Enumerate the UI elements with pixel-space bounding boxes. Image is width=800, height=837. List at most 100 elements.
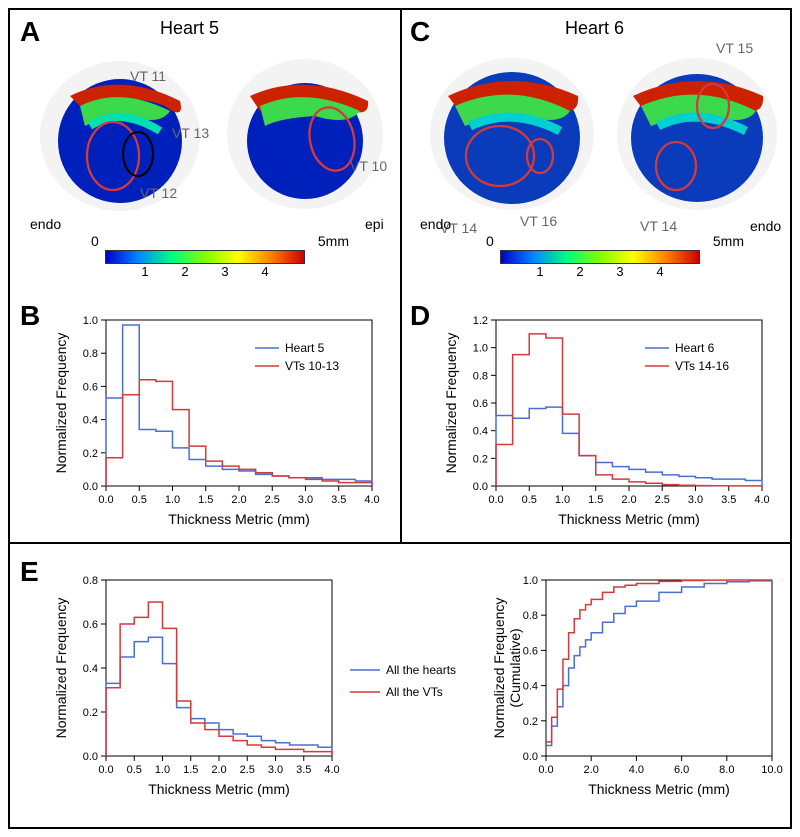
- colorbar-gradient: [105, 250, 305, 264]
- vt16-label: VT 16: [520, 213, 557, 229]
- svg-text:1.5: 1.5: [198, 494, 213, 506]
- svg-text:0.4: 0.4: [83, 663, 98, 675]
- panel-letter-b: B: [20, 300, 40, 332]
- heart6-endo2-render: [608, 46, 786, 216]
- cb6-min: 0: [486, 233, 494, 249]
- heart6-endo1-render: [420, 46, 600, 216]
- svg-text:0.6: 0.6: [473, 398, 488, 410]
- svg-text:0.0: 0.0: [98, 494, 113, 506]
- svg-text:0.0: 0.0: [488, 494, 503, 506]
- legend-e: All the hearts All the VTs: [350, 660, 480, 709]
- chart-d: 0.00.51.01.52.02.53.03.54.00.00.20.40.60…: [440, 310, 770, 530]
- svg-text:2.5: 2.5: [655, 494, 670, 506]
- svg-text:0.5: 0.5: [127, 764, 142, 776]
- cb5-ticks: 1 2 3 4: [105, 264, 305, 280]
- svg-text:1.0: 1.0: [155, 764, 170, 776]
- svg-text:0.8: 0.8: [83, 575, 98, 587]
- svg-text:3.5: 3.5: [331, 494, 346, 506]
- svg-text:VTs 10-13: VTs 10-13: [285, 359, 339, 373]
- svg-text:0.8: 0.8: [83, 348, 98, 360]
- svg-text:8.0: 8.0: [719, 764, 734, 776]
- panel-c-title: Heart 6: [565, 18, 624, 39]
- heart5-epi-label: epi: [365, 216, 384, 232]
- cb6-ticks: 1 2 3 4: [500, 264, 700, 280]
- svg-text:2.5: 2.5: [265, 494, 280, 506]
- chart-e-hist: 0.00.51.01.52.02.53.03.54.00.00.20.40.60…: [50, 570, 340, 800]
- svg-text:Normalized Frequency: Normalized Frequency: [53, 598, 69, 739]
- cb6-max: 5mm: [713, 233, 744, 249]
- svg-text:1.0: 1.0: [523, 575, 538, 587]
- legend-e-s1: All the hearts: [386, 663, 456, 677]
- svg-text:0.0: 0.0: [538, 764, 553, 776]
- svg-text:2.5: 2.5: [240, 764, 255, 776]
- colorbar-heart5: 0 5mm 1 2 3 4: [105, 250, 305, 280]
- svg-text:0.6: 0.6: [83, 381, 98, 393]
- svg-text:3.0: 3.0: [688, 494, 703, 506]
- svg-text:0.4: 0.4: [523, 681, 538, 693]
- svg-text:2.0: 2.0: [211, 764, 226, 776]
- svg-text:4.0: 4.0: [754, 494, 769, 506]
- cb5-max: 5mm: [318, 233, 349, 249]
- divider-horizontal: [10, 542, 790, 544]
- svg-text:1.0: 1.0: [473, 343, 488, 355]
- svg-text:4.0: 4.0: [629, 764, 644, 776]
- svg-text:0.2: 0.2: [83, 707, 98, 719]
- heart6-endo1-label: endo: [420, 216, 451, 232]
- svg-text:0.5: 0.5: [522, 494, 537, 506]
- figure-container: A B C D E Heart 5 Heart 6 VT 11 VT 13 VT…: [8, 8, 792, 829]
- svg-text:Thickness Metric (mm): Thickness Metric (mm): [148, 781, 290, 797]
- svg-text:3.5: 3.5: [296, 764, 311, 776]
- colorbar-gradient: [500, 250, 700, 264]
- svg-text:Thickness Metric (mm): Thickness Metric (mm): [588, 781, 730, 797]
- svg-text:0.0: 0.0: [473, 481, 488, 493]
- legend-e-s2: All the VTs: [386, 685, 443, 699]
- svg-text:3.5: 3.5: [721, 494, 736, 506]
- svg-text:0.8: 0.8: [473, 370, 488, 382]
- svg-text:3.0: 3.0: [268, 764, 283, 776]
- svg-text:VTs 14-16: VTs 14-16: [675, 359, 729, 373]
- svg-text:1.0: 1.0: [83, 315, 98, 327]
- panel-letter-a: A: [20, 16, 40, 48]
- svg-text:2.0: 2.0: [621, 494, 636, 506]
- divider-vertical: [400, 10, 402, 542]
- svg-text:0.0: 0.0: [83, 751, 98, 763]
- svg-text:0.8: 0.8: [523, 610, 538, 622]
- svg-text:1.5: 1.5: [588, 494, 603, 506]
- heart6-endo2-label: endo: [750, 218, 781, 234]
- svg-text:Heart 5: Heart 5: [285, 341, 325, 355]
- heart5-epi-render: [220, 46, 390, 216]
- svg-text:2.0: 2.0: [584, 764, 599, 776]
- chart-e-cumulative: 0.02.04.06.08.010.00.00.20.40.60.81.0Thi…: [490, 570, 780, 800]
- svg-text:0.2: 0.2: [523, 716, 538, 728]
- svg-text:0.0: 0.0: [523, 751, 538, 763]
- svg-text:0.0: 0.0: [83, 481, 98, 493]
- panel-letter-c: C: [410, 16, 430, 48]
- svg-text:0.4: 0.4: [473, 426, 488, 438]
- svg-text:1.5: 1.5: [183, 764, 198, 776]
- svg-text:4.0: 4.0: [324, 764, 339, 776]
- svg-text:Heart 6: Heart 6: [675, 341, 715, 355]
- svg-text:Normalized Frequency: Normalized Frequency: [53, 333, 69, 474]
- svg-text:Normalized Frequency: Normalized Frequency: [443, 333, 459, 474]
- vt13-label: VT 13: [172, 125, 209, 141]
- svg-text:(Cumulative): (Cumulative): [507, 628, 523, 707]
- vt12-label: VT 12: [140, 185, 177, 201]
- svg-text:0.5: 0.5: [132, 494, 147, 506]
- svg-text:10.0: 10.0: [761, 764, 782, 776]
- svg-text:0.2: 0.2: [83, 448, 98, 460]
- svg-text:0.4: 0.4: [83, 415, 98, 427]
- colorbar-heart6: 0 5mm 1 2 3 4: [500, 250, 700, 280]
- svg-text:1.0: 1.0: [165, 494, 180, 506]
- svg-text:6.0: 6.0: [674, 764, 689, 776]
- panel-letter-d: D: [410, 300, 430, 332]
- vt11-label: VT 11: [130, 68, 166, 84]
- vt10-label: VT 10: [350, 158, 387, 174]
- heart5-endo-label: endo: [30, 216, 61, 232]
- svg-text:1.2: 1.2: [473, 315, 488, 327]
- svg-text:Thickness Metric (mm): Thickness Metric (mm): [558, 511, 700, 527]
- svg-text:0.0: 0.0: [98, 764, 113, 776]
- svg-text:Normalized Frequency: Normalized Frequency: [491, 598, 507, 739]
- svg-text:2.0: 2.0: [231, 494, 246, 506]
- cb5-min: 0: [91, 233, 99, 249]
- svg-text:Thickness Metric (mm): Thickness Metric (mm): [168, 511, 310, 527]
